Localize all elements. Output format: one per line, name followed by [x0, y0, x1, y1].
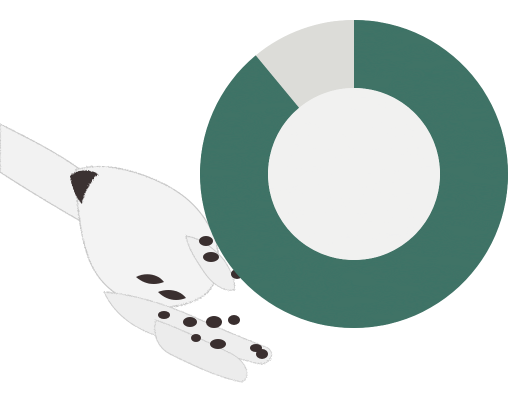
- donut-slices: [200, 20, 508, 328]
- hand-joints: [136, 236, 268, 359]
- donut-slice-1: [200, 20, 508, 328]
- hand-body: [0, 123, 273, 383]
- robotic-hand-illustration: [0, 123, 273, 383]
- donut-slice-2: [255, 20, 354, 108]
- donut-center: [268, 88, 440, 260]
